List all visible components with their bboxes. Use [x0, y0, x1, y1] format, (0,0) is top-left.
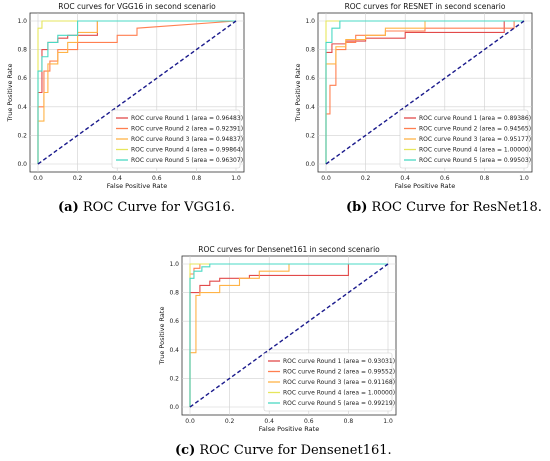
series-line-round-1 — [325, 20, 524, 164]
caption-b: (b) ROC Curve for ResNet18. — [346, 200, 542, 215]
y-tick-label: 0.4 — [169, 347, 179, 354]
y-tick-label: 0.0 — [169, 404, 179, 411]
legend-entry: ROC curve Round 1 (area = 0.89386) — [419, 115, 531, 122]
y-tick-label: 0.0 — [17, 161, 27, 168]
series-line-round-5 — [189, 263, 388, 407]
y-tick-label: 0.2 — [17, 132, 27, 139]
x-tick-label: 1.0 — [231, 175, 241, 182]
legend-entry: ROC curve Round 1 (area = 0.96483) — [131, 115, 243, 122]
series-line-round-5 — [325, 20, 524, 164]
chart-1: 0.0 0.2 0.4 0.6 0.8 1.0 0.0 0.2 0.4 0.6 0.8 1.0 ROC … — [294, 2, 533, 190]
x-tick-label: 0.0 — [321, 175, 331, 182]
legend-box — [111, 109, 241, 169]
caption-a: (a) ROC Curve for VGG16. — [58, 200, 235, 215]
legend-box — [399, 109, 529, 169]
series-line-round-2 — [325, 20, 524, 164]
chance-diagonal — [37, 20, 237, 165]
chart-0: 0.0 0.2 0.4 0.6 0.8 1.0 0.0 0.2 0.4 0.6 0.8 1.0 ROC … — [6, 2, 245, 190]
chance-diagonal — [325, 20, 525, 165]
y-tick-label: 0.0 — [305, 161, 315, 168]
x-tick-label: 0.4 — [112, 175, 122, 182]
y-tick-label: 0.4 — [305, 104, 315, 111]
legend-entry: ROC curve Round 3 (area = 0.94837) — [131, 136, 243, 143]
x-tick-label: 0.6 — [152, 175, 162, 182]
legend-entry: ROC curve Round 2 (area = 0.92391) — [131, 126, 243, 133]
legend-entry: ROC curve Round 5 (area = 0.96307) — [131, 157, 243, 164]
chart-2: 0.0 0.2 0.4 0.6 0.8 1.0 0.0 0.2 0.4 0.6 0.8 1.0 ROC … — [158, 245, 397, 433]
x-tick-label: 0.8 — [344, 418, 354, 425]
legend-box — [263, 352, 393, 412]
y-tick-label: 1.0 — [17, 18, 27, 25]
caption-b-text: ROC Curve for ResNet18. — [367, 200, 542, 215]
caption-c-text: ROC Curve for Densenet161. — [195, 443, 392, 458]
legend-entry: ROC curve Round 3 (area = 0.95177) — [419, 136, 531, 143]
x-tick-label: 0.2 — [361, 175, 371, 182]
y-tick-label: 1.0 — [169, 261, 179, 268]
y-tick-label: 0.4 — [17, 104, 27, 111]
y-axis-label: True Positive Rate — [158, 307, 166, 366]
x-tick-label: 0.8 — [480, 175, 490, 182]
y-tick-label: 0.8 — [169, 290, 179, 297]
x-tick-label: 0.2 — [73, 175, 83, 182]
legend-entry: ROC curve Round 5 (area = 0.99219) — [283, 400, 395, 407]
x-axis-label: False Positive Rate — [107, 182, 167, 190]
series-line-round-3 — [37, 20, 236, 164]
caption-c-label: (c) — [175, 443, 196, 458]
x-tick-label: 0.6 — [304, 418, 314, 425]
y-tick-label: 1.0 — [305, 18, 315, 25]
y-tick-label: 0.8 — [305, 47, 315, 54]
y-tick-label: 0.6 — [17, 75, 27, 82]
x-tick-label: 0.4 — [264, 418, 274, 425]
y-axis-label: True Positive Rate — [6, 64, 14, 123]
legend-entry: ROC curve Round 2 (area = 0.99552) — [283, 369, 395, 376]
legend-entry: ROC curve Round 5 (area = 0.99503) — [419, 157, 531, 164]
y-tick-label: 0.2 — [305, 132, 315, 139]
caption-c: (c) ROC Curve for Densenet161. — [175, 443, 392, 458]
legend-entry: ROC curve Round 4 (area = 1.00000) — [283, 390, 395, 397]
legend-entry: ROC curve Round 1 (area = 0.93031) — [283, 358, 395, 365]
chance-diagonal — [189, 263, 389, 408]
x-tick-label: 0.8 — [192, 175, 202, 182]
legend-entry: ROC curve Round 3 (area = 0.91168) — [283, 379, 395, 386]
y-axis-label: True Positive Rate — [294, 64, 302, 123]
x-tick-label: 0.4 — [400, 175, 410, 182]
y-tick-label: 0.6 — [169, 318, 179, 325]
y-tick-label: 0.8 — [17, 47, 27, 54]
series-line-round-3 — [189, 263, 388, 407]
x-tick-label: 1.0 — [383, 418, 393, 425]
caption-a-label: (a) — [58, 200, 79, 215]
legend-entry: ROC curve Round 4 (area = 0.99864) — [131, 147, 243, 154]
chart-title: ROC curves for Densenet161 in second sce… — [198, 245, 380, 254]
x-tick-label: 0.2 — [225, 418, 235, 425]
x-axis-label: False Positive Rate — [395, 182, 455, 190]
legend-entry: ROC curve Round 2 (area = 0.94565) — [419, 126, 531, 133]
chart-title: ROC curves for RESNET in second scenario — [345, 2, 506, 11]
caption-b-label: (b) — [346, 200, 368, 215]
caption-a-text: ROC Curve for VGG16. — [78, 200, 235, 215]
x-tick-label: 0.0 — [33, 175, 43, 182]
series-line-round-3 — [325, 20, 524, 164]
x-axis-label: False Positive Rate — [259, 425, 319, 433]
x-tick-label: 0.0 — [185, 418, 195, 425]
y-tick-label: 0.2 — [169, 375, 179, 382]
x-tick-label: 1.0 — [519, 175, 529, 182]
y-tick-label: 0.6 — [305, 75, 315, 82]
series-line-round-5 — [37, 20, 236, 164]
legend-entry: ROC curve Round 4 (area = 1.00000) — [419, 147, 531, 154]
x-tick-label: 0.6 — [440, 175, 450, 182]
chart-title: ROC curves for VGG16 in second scenario — [58, 2, 216, 11]
